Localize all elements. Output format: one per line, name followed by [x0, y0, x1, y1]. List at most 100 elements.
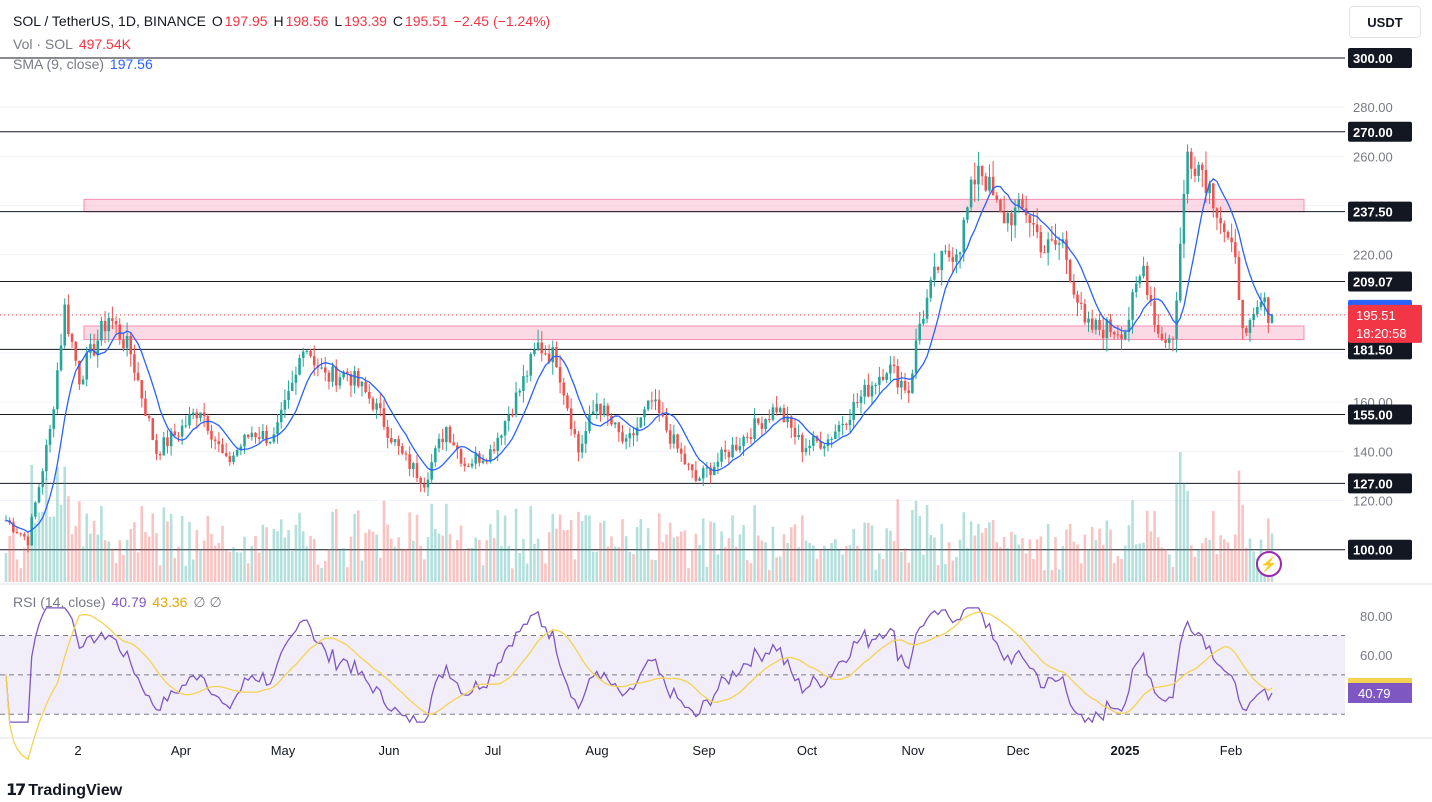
- candle-body: [1248, 320, 1252, 333]
- volume-bar: [386, 524, 389, 582]
- volume-bar: [1197, 548, 1200, 582]
- candle-body: [745, 436, 749, 438]
- candle-body: [907, 390, 910, 394]
- candle-body: [48, 428, 52, 445]
- symbol-name[interactable]: SOL / TetherUS, 1D, BINANCE: [13, 13, 206, 29]
- candle-body: [129, 335, 133, 355]
- volume-bar: [991, 519, 995, 582]
- candle-body: [107, 318, 111, 332]
- candle-body: [1219, 217, 1222, 224]
- volume-bar: [70, 534, 74, 582]
- volume-bar: [577, 511, 580, 582]
- candle-body: [430, 462, 433, 480]
- candle-body: [771, 407, 775, 420]
- volume-bar: [544, 563, 547, 582]
- candle-body: [309, 350, 312, 357]
- volume-bar: [635, 527, 639, 582]
- volume-bar: [694, 533, 698, 582]
- candle-body: [650, 400, 654, 402]
- volume-bar: [368, 529, 371, 582]
- volume-bar: [15, 559, 19, 582]
- candle-body: [26, 536, 30, 546]
- volume-bar: [1013, 534, 1017, 582]
- volume-bar: [709, 521, 712, 582]
- candle-body: [12, 522, 15, 532]
- volume-bar: [1131, 500, 1134, 582]
- candle-body: [529, 354, 533, 376]
- volume-bar: [467, 548, 470, 582]
- candle-body: [257, 437, 261, 439]
- volume-bar: [287, 530, 290, 582]
- volume-bar: [283, 537, 287, 582]
- volume-bar: [646, 528, 650, 582]
- candle-body: [1043, 252, 1046, 254]
- volume-bar: [738, 534, 742, 582]
- candle-body: [606, 405, 610, 416]
- volume-bar: [617, 547, 621, 582]
- volume-bar: [639, 519, 643, 582]
- candle-body: [287, 390, 290, 401]
- volume-bar: [34, 522, 37, 582]
- volume-bar: [320, 567, 323, 582]
- candle-body: [617, 422, 621, 433]
- volume-bar: [59, 504, 63, 582]
- level-label-bg: [1348, 271, 1412, 292]
- time-tick-label: Aug: [585, 743, 608, 758]
- volume-bar: [41, 511, 44, 582]
- candle-body: [672, 434, 676, 444]
- candle-body: [1270, 314, 1274, 323]
- candle-body: [841, 423, 844, 426]
- candle-body: [1028, 215, 1032, 224]
- candle-body: [360, 381, 364, 387]
- volume-bar: [1039, 536, 1043, 582]
- volume-legend[interactable]: Vol · SOL 497.54K: [13, 36, 133, 52]
- tradingview-logo[interactable]: 17 TradingView: [6, 780, 122, 800]
- candle-body: [1208, 183, 1211, 194]
- candle-body: [1017, 199, 1021, 208]
- volume-bar: [144, 532, 147, 582]
- lightning-icon[interactable]: ⚡: [1256, 551, 1282, 577]
- rsi-legend[interactable]: RSI (14, close) 40.79 43.36 ∅ ∅: [13, 594, 224, 611]
- candle-body: [1035, 224, 1039, 233]
- volume-bar: [841, 554, 844, 582]
- volume-bar: [654, 560, 657, 582]
- volume-bar: [801, 515, 804, 582]
- candle-body: [1010, 213, 1013, 226]
- candle-body: [452, 442, 455, 446]
- candle-body: [1079, 302, 1083, 304]
- volume-bar: [595, 551, 599, 582]
- volume-bar: [1189, 545, 1193, 582]
- volume-bar: [103, 540, 107, 582]
- candle-body: [1131, 292, 1134, 320]
- candle-body: [635, 427, 639, 436]
- candle-body: [1204, 169, 1208, 194]
- candle-body: [727, 451, 731, 458]
- candle-body: [999, 199, 1002, 212]
- volume-bar: [239, 552, 243, 582]
- volume-bar: [540, 549, 544, 582]
- volume-bar: [918, 515, 922, 582]
- candle-body: [459, 449, 463, 464]
- candle-body: [456, 445, 459, 450]
- sma-legend[interactable]: SMA (9, close) 197.56: [13, 56, 155, 72]
- candle-body: [390, 437, 393, 443]
- candle-body: [969, 179, 973, 208]
- candle-body: [342, 371, 345, 378]
- volume-bar: [257, 552, 261, 582]
- volume-bar: [298, 512, 301, 582]
- candle-body: [668, 430, 672, 444]
- time-tick-label: Jun: [379, 743, 400, 758]
- volume-bar: [316, 564, 320, 582]
- volume-bar: [1123, 545, 1127, 582]
- volume-bar: [290, 551, 294, 582]
- candle-body: [896, 366, 899, 388]
- volume-bar: [753, 505, 756, 582]
- candle-body: [881, 376, 885, 380]
- currency-button[interactable]: USDT: [1349, 6, 1421, 38]
- volume-bar: [878, 553, 881, 582]
- candle-body: [1256, 307, 1259, 315]
- candle-body: [555, 347, 558, 368]
- volume-bar: [951, 560, 955, 582]
- volume-bar: [78, 501, 81, 582]
